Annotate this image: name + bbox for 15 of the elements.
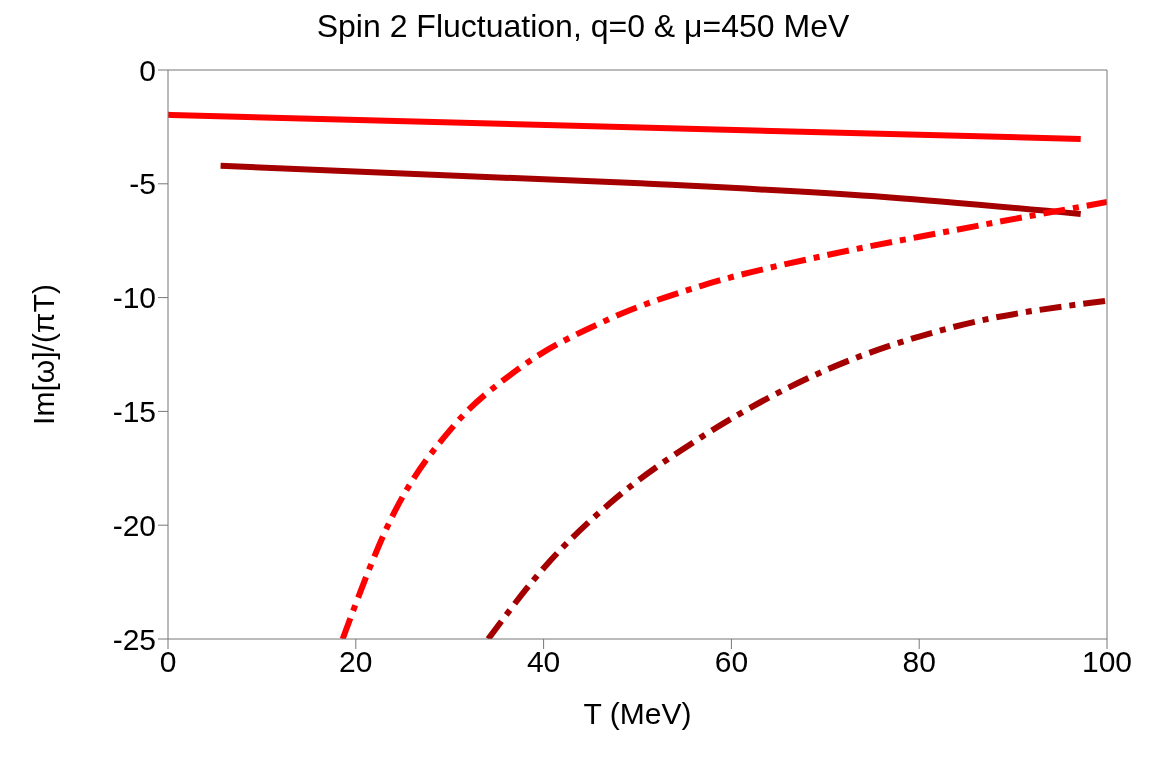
y-tick-label: -10 bbox=[112, 281, 156, 315]
y-tick-label: -20 bbox=[112, 508, 156, 542]
y-tick-label: 0 bbox=[139, 53, 156, 87]
y-tick-label: -5 bbox=[129, 167, 156, 201]
x-tick-label: 100 bbox=[1081, 645, 1133, 679]
x-tick-label: 60 bbox=[714, 645, 749, 679]
y-tick-label: -25 bbox=[112, 622, 156, 656]
y-axis-title: Im[ω]/(πT) bbox=[26, 284, 60, 425]
y-tick-label: -15 bbox=[112, 395, 156, 429]
x-tick-label: 80 bbox=[902, 645, 936, 679]
x-tick-label: 20 bbox=[339, 645, 373, 679]
x-tick-label: 0 bbox=[159, 645, 177, 679]
chart-title: Spin 2 Fluctuation, q=0 & μ=450 MeV bbox=[315, 8, 851, 45]
x-axis-title: T (MeV) bbox=[583, 697, 692, 730]
x-tick-label: 40 bbox=[526, 645, 561, 679]
